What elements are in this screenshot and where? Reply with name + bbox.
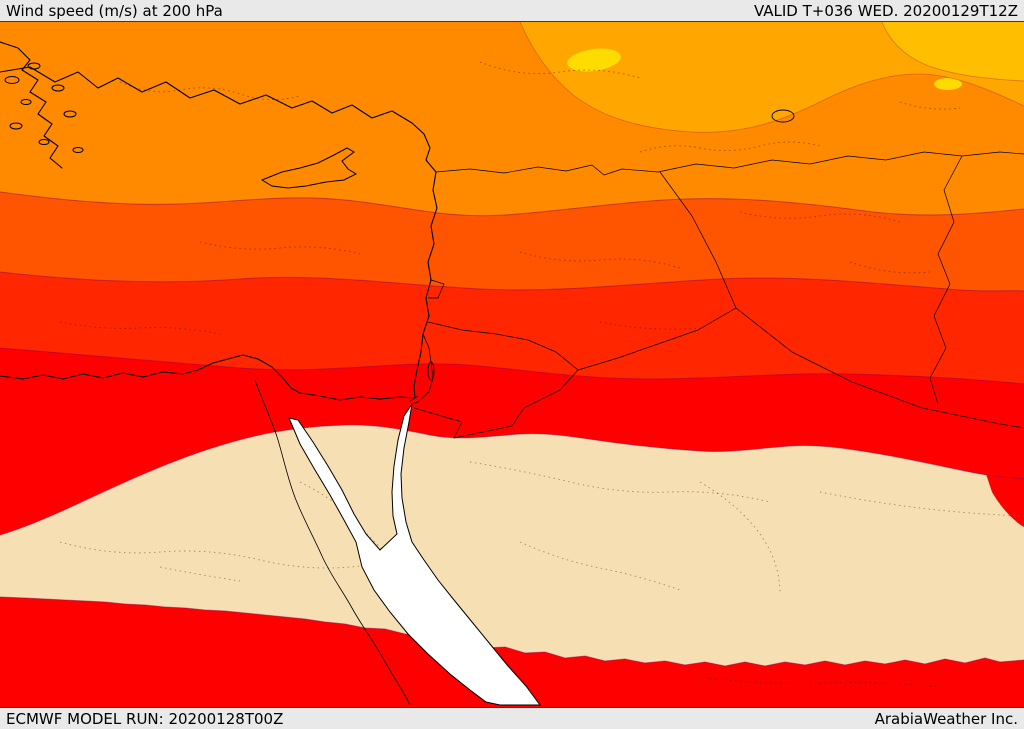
- contour-light-orange: [519, 21, 1024, 133]
- admin-line: [599, 321, 701, 330]
- admin-line: [199, 241, 361, 255]
- model-run-label: ECMWF MODEL RUN: 20200128T00Z: [6, 709, 284, 728]
- border-egypt-israel: [408, 395, 419, 403]
- admin-line: [469, 461, 771, 503]
- valid-time-label: VALID T+036 WED. 20200129T12Z: [753, 1, 1018, 20]
- dead-sea: [427, 361, 435, 381]
- aegean-island: [63, 110, 77, 118]
- aegean-island: [4, 76, 20, 84]
- border-iraq-saudi: [735, 307, 1024, 429]
- contour-cream-top: [0, 424, 1024, 536]
- map-canvas: [0, 21, 1024, 707]
- admin-boundaries: [59, 61, 1024, 688]
- lake-van: [771, 109, 795, 123]
- attribution-label: ArabiaWeather Inc.: [874, 709, 1018, 728]
- coast-aegean: [0, 41, 63, 169]
- admin-line: [639, 141, 821, 153]
- admin-line: [699, 481, 781, 595]
- admin-line: [519, 541, 681, 591]
- band-yellow-spot-1: [567, 48, 621, 72]
- admin-line: [739, 211, 901, 223]
- contour-1: [0, 191, 1024, 217]
- border-turkey-syria: [435, 151, 1024, 176]
- admin-line: [849, 261, 931, 274]
- border-jordan-saudi: [413, 369, 579, 439]
- nile-river: [254, 379, 411, 706]
- admin-line: [519, 251, 681, 269]
- rivers: [254, 379, 411, 706]
- contour-lines: [0, 21, 1024, 667]
- admin-line: [819, 491, 1024, 517]
- contour-cream-bottom: [0, 596, 1024, 667]
- admin-line: [899, 101, 961, 110]
- aegean-island: [38, 139, 50, 145]
- wind-speed-bands: [0, 22, 1024, 707]
- admin-line: [699, 676, 941, 688]
- contour-amber: [881, 21, 1024, 82]
- admin-line: [119, 81, 301, 100]
- border-iraq-jordan: [577, 307, 737, 371]
- coastlines: [0, 41, 795, 401]
- admin-line: [479, 61, 641, 79]
- admin-line: [159, 566, 241, 582]
- aegean-island: [9, 122, 23, 130]
- coast-turkey-levant-egypt: [0, 66, 438, 401]
- title-bar: Wind speed (m/s) at 200 hPa VALID T+036 …: [0, 0, 1024, 22]
- border-syria-jordan: [427, 321, 579, 371]
- band-amber-fill: [882, 22, 1024, 81]
- aegean-island: [20, 99, 32, 105]
- band-light-orange-fill: [520, 22, 1024, 133]
- weather-map: [0, 21, 1024, 707]
- band-yellow-spot-2: [934, 78, 962, 90]
- cyprus-island: [260, 147, 358, 189]
- contour-3: [0, 347, 1024, 385]
- aegean-island: [72, 147, 84, 153]
- red-sea: [288, 403, 541, 706]
- border-syria-iraq: [659, 171, 737, 309]
- aegean-island: [51, 84, 65, 92]
- admin-line: [59, 541, 361, 569]
- status-bar: ECMWF MODEL RUN: 20200128T00Z ArabiaWeat…: [0, 707, 1024, 729]
- band-red-notch-right: [986, 471, 1024, 527]
- border-lebanon: [428, 279, 445, 299]
- contour-2: [0, 271, 1024, 292]
- band-cream-fill: [0, 424, 1024, 666]
- admin-line: [59, 321, 221, 335]
- water-bodies: [288, 361, 541, 706]
- border-iran-iraq: [929, 155, 963, 405]
- aegean-island: [27, 62, 41, 70]
- map-title: Wind speed (m/s) at 200 hPa: [6, 1, 223, 20]
